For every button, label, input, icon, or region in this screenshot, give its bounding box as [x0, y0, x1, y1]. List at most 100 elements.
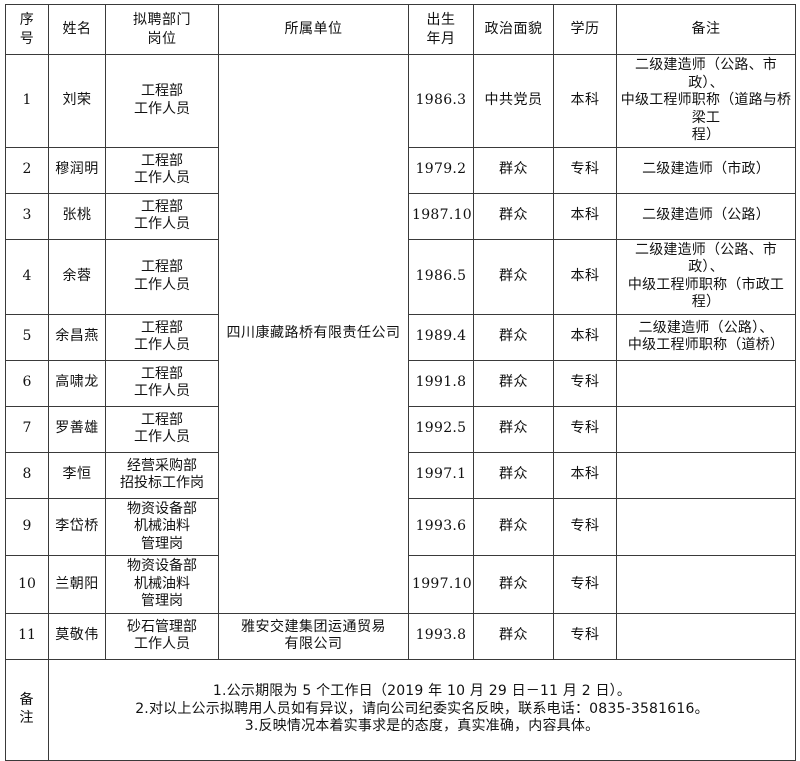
department-line: 工作人员	[134, 337, 190, 353]
department-line: 工程部	[141, 365, 183, 382]
cell-birth-date: 1993.8	[408, 612, 474, 660]
cell-political-status: 群众	[473, 238, 554, 315]
cell-remark: 二级建造师（市政）	[616, 146, 796, 194]
cell-remark	[616, 612, 796, 660]
department-line: 工程部	[141, 319, 183, 336]
cell-birth-date: 1979.2	[408, 146, 474, 194]
column-header-line: 备注	[691, 21, 721, 38]
remark-line: 中级工程师职称（道桥）	[627, 337, 785, 353]
footer-note: 1.公示期限为 5 个工作日（2019 年 10 月 29 日－11 月 2 日…	[212, 683, 632, 700]
department-line: 工作人员	[134, 216, 190, 232]
cell-department-position: 砂石管理部 工作人员	[105, 612, 219, 660]
table-row: 8 李恒 经营采购部 招投标工作岗 1997.1 群众 本科	[5, 451, 796, 499]
cell-birth-date: 1991.8	[408, 359, 474, 407]
footer-row: 备注 1.公示期限为 5 个工作日（2019 年 10 月 29 日－11 月 …	[5, 658, 796, 761]
header-row: 序号姓名 拟聘部门 岗位 所属单位 出生 年月 政治面貌 学历 备注	[5, 4, 796, 55]
column-header-line: 学历	[570, 21, 600, 38]
cell-affiliated-unit: 雅安交建集团运通贸易 有限公司	[218, 612, 409, 660]
cell-education: 专科	[553, 555, 617, 614]
cell-birth-date: 1993.6	[408, 497, 474, 556]
department-line: 工程部	[141, 152, 183, 169]
department-line: 工作人员	[134, 383, 190, 399]
footer-label-line: 注	[19, 709, 35, 726]
cell-birth-date: 1997.1	[408, 451, 474, 499]
department-line: 招投标工作岗	[120, 475, 204, 491]
cell-education: 专科	[553, 359, 617, 407]
cell-sequence: 2	[5, 146, 49, 194]
column-header-line: 号	[19, 30, 35, 47]
cell-education: 本科	[553, 451, 617, 499]
department-line: 机械油料	[134, 575, 190, 592]
cell-education: 专科	[553, 497, 617, 556]
cell-sequence: 7	[5, 405, 49, 453]
cell-sequence: 4	[5, 238, 49, 315]
cell-sequence: 6	[5, 359, 49, 407]
department-line: 工程部	[141, 83, 183, 100]
cell-education: 本科	[553, 238, 617, 315]
table-row: 4 余蓉 工程部 工作人员 1986.5 群众 本科 二级建造师（公路、市政）、 中级工程师职称…	[5, 238, 796, 315]
cell-department-position: 工程部 工作人员	[105, 192, 219, 240]
cell-political-status: 群众	[473, 497, 554, 556]
cell-department-position: 工程部 工作人员	[105, 313, 219, 361]
cell-department-position: 工程部 工作人员	[105, 54, 219, 148]
remark-line: 中级工程师职称（道路与桥梁工	[620, 92, 792, 126]
column-header-edu: 学历	[553, 4, 617, 55]
table-row: 10 兰朝阳 物资设备部 机械油料 管理岗 1997.10 群众 专科	[5, 555, 796, 614]
column-header-line: 姓名	[62, 21, 92, 38]
cell-remark: 二级建造师（公路）、 中级工程师职称（道桥）	[616, 313, 796, 361]
cell-education: 本科	[553, 54, 617, 148]
cell-political-status: 群众	[473, 146, 554, 194]
cell-sequence: 11	[5, 612, 49, 660]
cell-education: 本科	[553, 313, 617, 361]
table-row: 2 穆润明 工程部 工作人员 1979.2 群众 专科 二级建造师（市政）	[5, 146, 796, 194]
column-header-line: 岗位	[147, 30, 177, 47]
cell-name: 高啸龙	[48, 359, 106, 407]
cell-sequence: 10	[5, 555, 49, 614]
cell-birth-date: 1992.5	[408, 405, 474, 453]
cell-political-status: 群众	[473, 359, 554, 407]
cell-name: 刘荣	[48, 54, 106, 148]
cell-remark: 二级建造师（公路）	[616, 192, 796, 240]
remark-line: 二级建造师（公路、市政）、	[635, 241, 777, 276]
affiliated-unit-line: 有限公司	[284, 636, 343, 652]
cell-birth-date: 1986.5	[408, 238, 474, 315]
cell-education: 专科	[553, 405, 617, 453]
cell-name: 莫敬伟	[48, 612, 106, 660]
department-line: 工作人员	[134, 170, 190, 186]
cell-name: 罗善雄	[48, 405, 106, 453]
department-line: 工作人员	[134, 429, 190, 445]
department-line: 工程部	[141, 259, 183, 275]
department-line: 工作人员	[134, 276, 190, 293]
cell-name: 兰朝阳	[48, 555, 106, 614]
cell-remark	[616, 555, 796, 614]
department-line: 管理岗	[141, 593, 183, 609]
department-line: 工程部	[141, 411, 183, 428]
column-header-line: 所属单位	[284, 21, 343, 38]
footer-note: 3.反映情况本着实事求是的态度，真实准确，内容具体。	[244, 718, 600, 735]
cell-department-position: 工程部 工作人员	[105, 146, 219, 194]
department-line: 物资设备部	[127, 500, 197, 517]
cell-sequence: 8	[5, 451, 49, 499]
cell-political-status: 群众	[473, 192, 554, 240]
cell-department-position: 工程部 工作人员	[105, 405, 219, 453]
cell-sequence: 5	[5, 313, 49, 361]
cell-sequence: 3	[5, 192, 49, 240]
department-line: 砂石管理部	[127, 618, 197, 635]
cell-name: 李岱桥	[48, 497, 106, 556]
cell-birth-date: 1997.10	[408, 555, 474, 614]
cell-political-status: 群众	[473, 612, 554, 660]
cell-department-position: 物资设备部 机械油料 管理岗	[105, 497, 219, 556]
column-header-pol: 政治面貌	[473, 4, 554, 55]
table-footer: 备注 1.公示期限为 5 个工作日（2019 年 10 月 29 日－11 月 …	[5, 658, 796, 761]
cell-political-status: 群众	[473, 313, 554, 361]
cell-name: 李恒	[48, 451, 106, 499]
footer-label-cell: 备注	[5, 658, 49, 761]
department-line: 机械油料	[134, 518, 190, 534]
cell-education: 专科	[553, 146, 617, 194]
cell-birth-date: 1989.4	[408, 313, 474, 361]
cell-remark	[616, 405, 796, 453]
table-row: 11 莫敬伟 砂石管理部 工作人员 雅安交建集团运通贸易 有限公司 1993.8 群众 专科	[5, 612, 796, 660]
cell-sequence: 9	[5, 497, 49, 556]
column-header-line: 拟聘部门	[133, 11, 191, 28]
table-row: 3 张桃 工程部 工作人员 1987.10 群众 本科 二级建造师（公路）	[5, 192, 796, 240]
